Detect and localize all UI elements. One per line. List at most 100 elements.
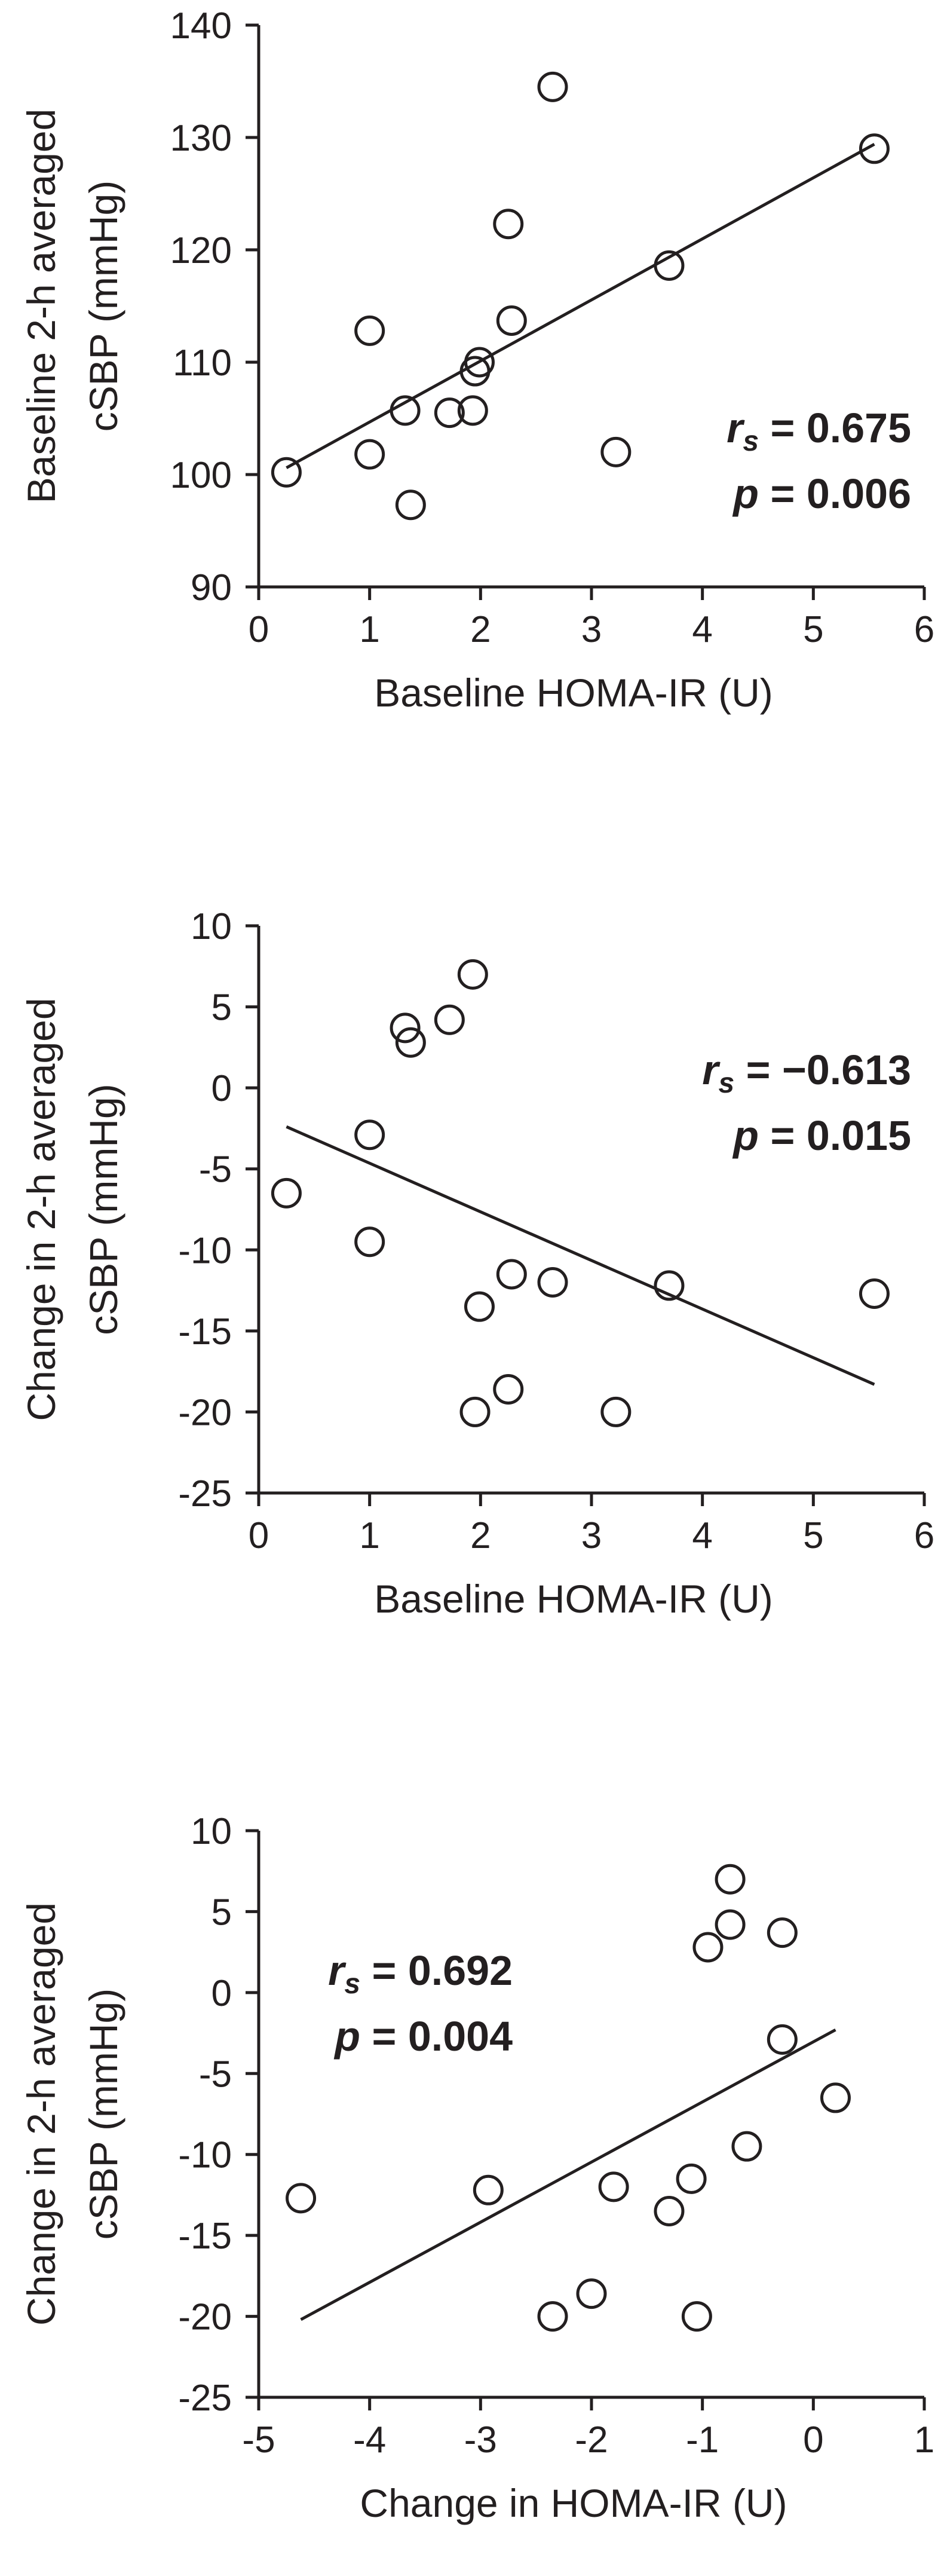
data-point [286,2183,317,2214]
data-point [354,315,385,346]
y-axis-label-line-1: Change in 2-h averaged [19,1902,63,2326]
y-tick-label: -25 [178,1473,232,1515]
y-tick-label: 90 [191,567,232,608]
y-tick-label: -15 [178,1311,232,1353]
data-point [271,1177,302,1209]
data-point [600,436,632,467]
data-point [767,1917,798,1948]
x-tick-label: -5 [242,2419,275,2461]
data-point [395,1027,426,1058]
p-value: p = 0.006 [732,470,911,517]
y-tick-label: 0 [212,1068,232,1109]
y-tick-label: -10 [178,1230,232,1271]
y-axis-label-line-2: cSBP (mmHg) [81,1988,125,2240]
data-point [859,1278,890,1309]
y-tick-label: -5 [199,1149,232,1191]
data-point [692,1932,724,1963]
y-tick-label: -5 [199,2054,232,2095]
x-tick-label: 0 [803,2419,823,2461]
data-point [493,209,524,240]
y-tick-label: 0 [212,1973,232,2014]
data-point [496,1259,527,1290]
p-value: p = 0.004 [333,2013,513,2060]
data-point [354,1226,385,1258]
data-point [354,439,385,470]
correlation-coefficient: rs = −0.613 [702,1047,911,1099]
y-axis-label-line-2: cSBP (mmHg) [81,1084,125,1335]
data-point [576,2278,607,2309]
data-point [459,1396,491,1427]
y-tick-label: 110 [173,342,232,384]
y-tick-label: -15 [178,2216,232,2257]
x-tick-label: 1 [359,609,379,650]
y-axis-label-line-1: Baseline 2-h averaged [19,109,63,503]
y-axis-label-line-1: Change in 2-h averaged [19,998,63,1421]
y-tick-label: 5 [212,1892,232,1933]
y-tick-label: 10 [191,906,232,947]
data-point [473,2174,504,2205]
x-tick-label: 5 [803,609,823,650]
chart-panel-1: 90 100 110 120 130 140 0 1 2 3 4 5 6 Baseline HOMA-IR… [19,5,934,715]
data-point [457,395,488,426]
x-tick-label: 2 [470,609,491,650]
data-point [820,2082,851,2113]
x-tick-label: 6 [914,609,934,650]
y-tick-label: -20 [178,2297,232,2338]
data-point [681,2301,712,2332]
data-point [676,2163,707,2194]
x-tick-label: 5 [803,1515,823,1556]
data-point [654,2196,685,2227]
y-tick-label: 10 [191,1811,232,1852]
data-point [537,71,568,102]
data-point [654,1270,685,1301]
x-axis-label: Baseline HOMA-IR (U) [374,671,773,715]
data-point [715,1864,746,1895]
data-point [731,2131,762,2162]
x-tick-label: -2 [575,2419,608,2461]
data-point [496,305,527,336]
y-axis-label-line-2: cSBP (mmHg) [81,180,125,432]
correlation-coefficient: rs = 0.692 [328,1947,513,2000]
x-tick-label: 3 [581,609,602,650]
data-point [537,2301,568,2332]
x-tick-label: 0 [249,609,269,650]
trend-line [286,1125,875,1386]
y-tick-label: -10 [178,2135,232,2176]
x-tick-label: 1 [359,1515,379,1556]
data-point [457,959,488,990]
y-tick-label: -20 [178,1392,232,1433]
x-axis-label: Baseline HOMA-IR (U) [374,1577,773,1621]
trend-line [300,2028,836,2321]
x-tick-label: -4 [353,2419,386,2461]
data-point [654,250,685,281]
data-point [767,2024,798,2055]
correlation-coefficient: rs = 0.675 [727,405,911,457]
y-tick-label: -25 [178,2378,232,2419]
x-tick-label: 0 [249,1515,269,1556]
y-tick-label: 120 [170,230,232,271]
x-tick-label: 4 [692,1515,712,1556]
data-point [464,347,495,378]
data-point [598,2171,629,2202]
data-point [395,489,426,521]
chart-panel-2: -25 -20 -15 -10 -5 0 5 10 0 1 2 3 4 5 6 Baseline HOMA-I… [19,906,934,1621]
data-point [600,1396,632,1427]
y-tick-label: 140 [170,5,232,47]
data-point [390,395,421,426]
p-value: p = 0.015 [732,1112,911,1159]
x-tick-label: 4 [692,609,712,650]
data-point [271,457,302,488]
y-tick-label: 130 [170,118,232,159]
data-point [434,1004,465,1035]
data-point [464,1291,495,1322]
x-axis-label: Change in HOMA-IR (U) [360,2481,787,2525]
data-point [434,397,465,429]
data-point [493,1373,524,1405]
data-point [859,133,890,164]
x-tick-label: 1 [914,2419,934,2461]
x-tick-label: 3 [581,1515,602,1556]
y-tick-label: 5 [212,987,232,1029]
y-tick-label: 100 [170,455,232,496]
